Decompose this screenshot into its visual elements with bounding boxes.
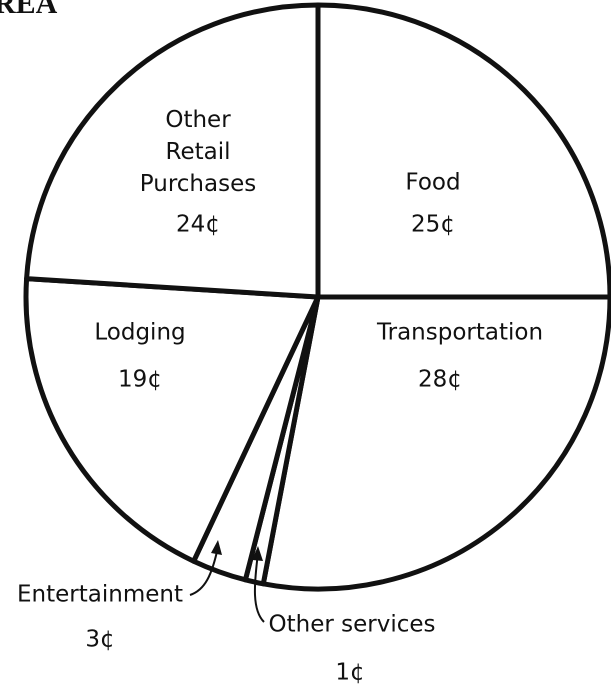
label-line: Other xyxy=(165,107,231,133)
value-label: 3¢ xyxy=(85,627,114,653)
slice-label: Entertainment xyxy=(17,582,183,608)
value-label: 28¢ xyxy=(418,367,462,393)
slice-label: Other services xyxy=(269,612,436,638)
value-label: 19¢ xyxy=(118,367,162,393)
slice-label: Food xyxy=(405,170,460,196)
pie-slice xyxy=(23,276,321,564)
pie-slice xyxy=(315,2,611,300)
value-label: 25¢ xyxy=(411,212,455,238)
pie xyxy=(23,2,611,592)
value-label: 1¢ xyxy=(335,660,364,686)
value-label: 24¢ xyxy=(176,212,220,238)
pie-slice xyxy=(260,294,611,592)
label-line: Retail xyxy=(166,139,231,165)
slice-label: Other Retail Purchases xyxy=(140,107,256,197)
label-line: Purchases xyxy=(140,171,256,197)
slice-label: Transportation xyxy=(376,320,543,346)
other-services-arrowhead xyxy=(252,546,263,561)
pie-slice xyxy=(24,2,321,300)
other-services-arrow xyxy=(253,552,265,623)
entertainment-arrowhead xyxy=(211,540,222,555)
chart-title: REA xyxy=(0,0,58,20)
slice-label: Lodging xyxy=(94,320,185,346)
